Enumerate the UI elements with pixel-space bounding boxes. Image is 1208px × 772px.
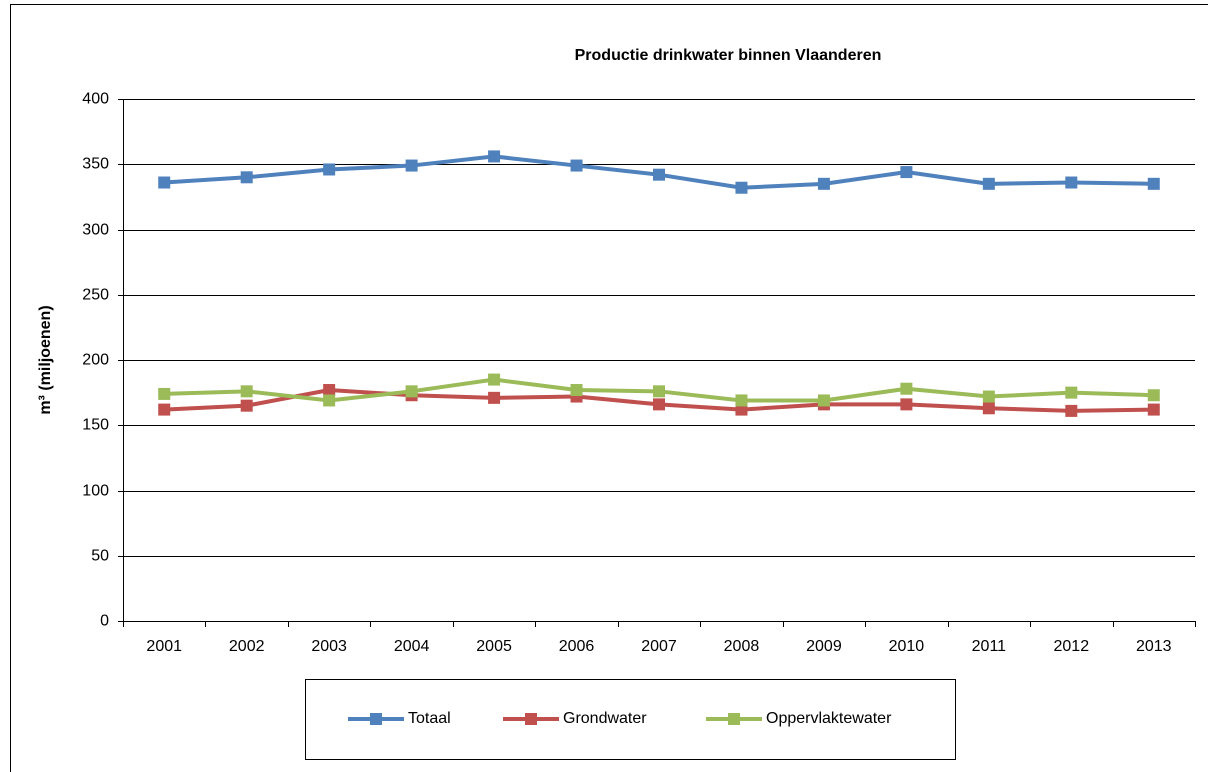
marker [735, 394, 748, 407]
legend-box [305, 679, 956, 760]
legend-label: Totaal [408, 710, 451, 727]
x-tick-label: 2011 [972, 638, 1007, 655]
marker [735, 181, 748, 194]
x-tick-label: 2001 [146, 638, 182, 655]
marker [158, 387, 171, 400]
x-tick-label: 2008 [724, 638, 760, 655]
x-tick-label: 2010 [889, 638, 925, 655]
marker [158, 176, 171, 189]
x-tick-label: 2009 [806, 638, 842, 655]
x-tick-label: 2006 [559, 638, 595, 655]
y-tick-label: 150 [82, 417, 109, 434]
marker [240, 385, 253, 398]
marker [240, 399, 253, 412]
marker [570, 384, 583, 397]
marker [653, 385, 665, 398]
marker [488, 373, 501, 386]
x-tick-label: 2007 [641, 638, 677, 655]
marker [570, 159, 583, 172]
chart-border [10, 4, 1208, 772]
marker [982, 402, 995, 415]
marker [653, 168, 665, 181]
legend-marker [728, 713, 740, 725]
x-tick-label: 2004 [394, 638, 430, 655]
marker [982, 390, 995, 403]
y-tick-label: 0 [100, 613, 109, 630]
x-tick-label: 2013 [1136, 638, 1172, 655]
marker [735, 403, 748, 416]
chart-title: Productie drinkwater binnen Vlaanderen [575, 47, 882, 64]
marker [1065, 386, 1078, 399]
marker [900, 398, 913, 411]
y-tick-label: 200 [82, 352, 109, 369]
marker [817, 394, 830, 407]
legend-marker [370, 713, 382, 725]
marker [158, 403, 171, 416]
y-axis-title: m³ (miljoenen) [37, 305, 54, 414]
y-tick-label: 350 [82, 156, 109, 173]
marker [982, 177, 995, 190]
marker [653, 398, 665, 411]
marker [900, 166, 913, 179]
marker [323, 394, 336, 407]
y-tick-label: 250 [82, 287, 109, 304]
marker [488, 150, 501, 163]
marker [405, 385, 418, 398]
y-tick-label: 300 [82, 222, 109, 239]
x-tick-label: 2012 [1054, 638, 1090, 655]
x-tick-label: 2005 [476, 638, 512, 655]
marker [1147, 177, 1160, 190]
legend-label: Oppervlaktewater [766, 710, 892, 727]
marker [1147, 403, 1160, 416]
legend-marker [525, 713, 537, 725]
legend-label: Grondwater [563, 710, 647, 727]
marker [405, 159, 418, 172]
y-tick-label: 400 [82, 91, 109, 108]
y-tick-label: 50 [91, 548, 109, 565]
marker [1065, 404, 1078, 417]
marker [323, 163, 336, 176]
marker [488, 391, 501, 404]
x-tick-label: 2003 [311, 638, 347, 655]
marker [323, 384, 336, 397]
marker [1147, 389, 1160, 402]
x-tick-label: 2002 [229, 638, 265, 655]
y-tick-label: 100 [82, 483, 109, 500]
marker [1065, 176, 1078, 189]
marker [240, 171, 253, 184]
marker [900, 382, 913, 395]
marker [817, 177, 830, 190]
